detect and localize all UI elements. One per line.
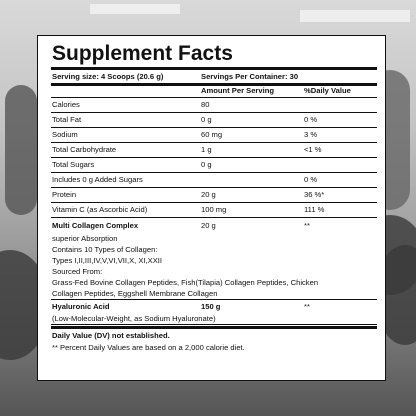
daily-value: 0 % xyxy=(304,115,318,124)
servings-per-container: Servings Per Container: 30 xyxy=(201,72,299,81)
daily-value: <1 % xyxy=(304,145,322,154)
amount: 80 xyxy=(201,100,210,109)
blend-detail: Collagen Peptides, Eggshell Membrane Col… xyxy=(52,289,218,298)
nutrient-name: Sodium xyxy=(52,130,78,139)
column-header: Amount Per Serving xyxy=(201,86,274,95)
amount: 20 g xyxy=(201,190,216,199)
rule xyxy=(51,97,377,98)
rule xyxy=(51,141,377,143)
blend-detail: superior Absorption xyxy=(52,234,118,243)
nutrient-name: Total Fat xyxy=(52,115,82,124)
amount: 100 mg xyxy=(201,205,227,214)
blend-name: Multi Collagen Complex xyxy=(52,221,139,230)
daily-value: ** xyxy=(304,302,310,311)
daily-value: 111 % xyxy=(304,205,325,214)
rule xyxy=(51,126,377,128)
rule xyxy=(51,324,377,325)
nutrient-name: Calories xyxy=(52,100,80,109)
blend-name: Hyaluronic Acid xyxy=(52,302,110,311)
facts-panel: Supplement Facts Serving size: 4 Scoops (… xyxy=(37,35,386,381)
rule xyxy=(51,201,377,203)
daily-value: 36 %* xyxy=(304,190,325,199)
daily-value: 3 % xyxy=(304,130,318,139)
footnote: Daily Value (DV) not established. xyxy=(52,331,170,340)
nutrient-name: Protein xyxy=(52,190,77,199)
amount: 20 g xyxy=(201,221,216,230)
blend-detail: Grass-Fed Bovine Collagen Peptides, Fish… xyxy=(52,278,319,287)
amount: 0 g xyxy=(201,115,212,124)
serving-size: Serving size: 4 Scoops (20.6 g) xyxy=(52,72,164,81)
daily-value: 0 % xyxy=(304,175,318,184)
rule xyxy=(51,83,377,86)
rule xyxy=(51,156,377,158)
rule xyxy=(51,299,377,300)
footnote: ** Percent Daily Values are based on a 2… xyxy=(52,343,245,352)
amount: 1 g xyxy=(201,145,212,154)
nutrient-name: Vitamin C (as Ascorbic Acid) xyxy=(52,205,148,214)
rule xyxy=(51,171,377,173)
blend-detail: (Low-Molecular-Weight, as Sodium Hyaluro… xyxy=(52,314,216,323)
amount: 60 mg xyxy=(201,130,223,139)
amount: 0 g xyxy=(201,160,212,169)
blend-detail: Contains 10 Types of Collagen: xyxy=(52,245,158,254)
column-header: %Daily Value xyxy=(304,86,351,95)
daily-value: ** xyxy=(304,221,310,230)
blend-detail: Sourced From: xyxy=(52,267,103,276)
rule xyxy=(51,111,377,113)
nutrient-name: Total Carbohydrate xyxy=(52,145,117,154)
rule xyxy=(51,216,377,218)
nutrient-name: Total Sugars xyxy=(52,160,95,169)
nutrient-name: Includes 0 g Added Sugars xyxy=(52,175,143,184)
amount: 150 g xyxy=(201,302,221,311)
rule xyxy=(51,67,377,70)
rule xyxy=(51,186,377,188)
blend-detail: Types I,II,III,IV,V,VI,VII,X, XI,XXII xyxy=(52,256,163,265)
title: Supplement Facts xyxy=(52,42,233,65)
rule xyxy=(51,326,377,329)
